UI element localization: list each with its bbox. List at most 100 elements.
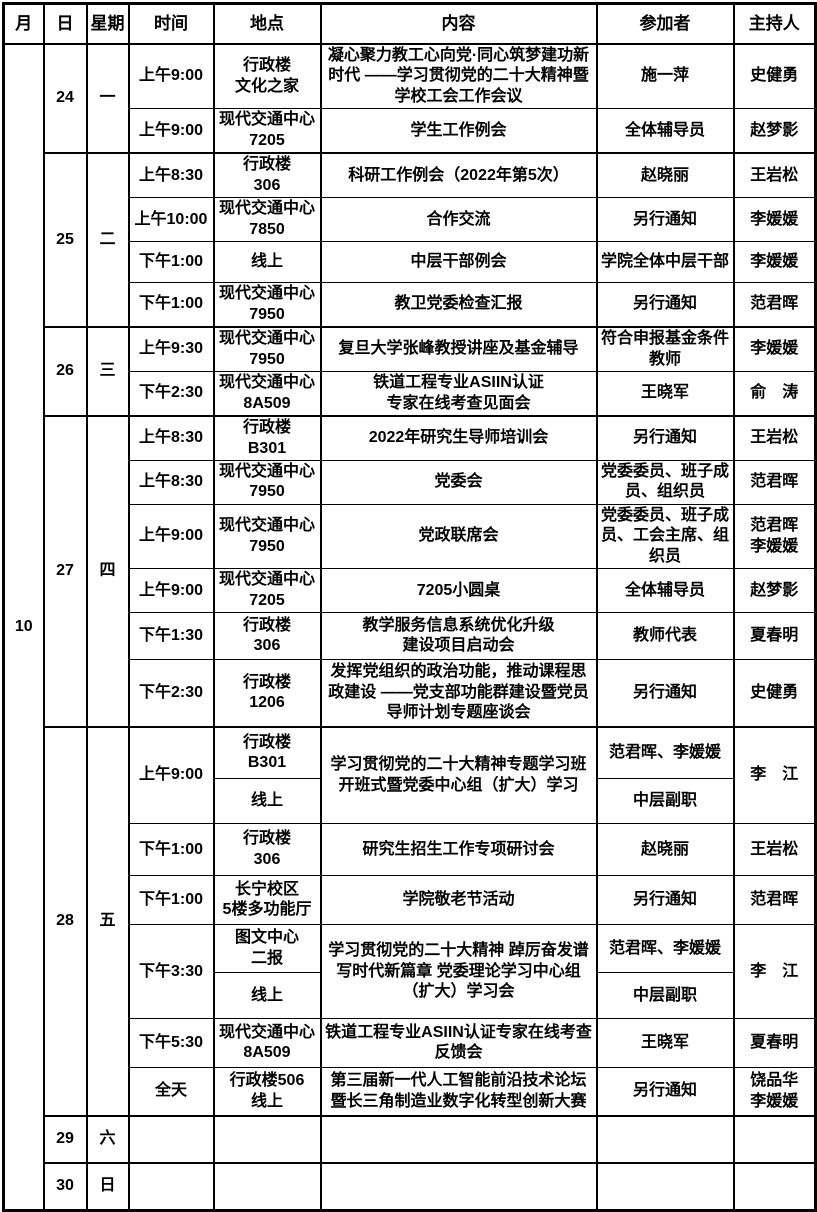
cell-content: 学习贯彻党的二十大精神专题学习班开班式暨党委中心组（扩大）学习 (319, 725, 598, 825)
cell-host: 王岩松 (732, 823, 817, 877)
schedule-row: 下午1:30 行政楼 306 教学服务信息系统优化升级 建设项目启动会 教师代表… (4, 612, 817, 661)
cell-day: 24 (42, 42, 88, 154)
cell-weekday: 五 (85, 725, 130, 1117)
cell-attendees: 范君晖、李媛媛 (595, 924, 735, 974)
cell-attendees: 另行通知 (595, 1067, 735, 1117)
cell-host: 李 江 (732, 725, 817, 825)
schedule-row: 10 24 一 上午9:00 行政楼 文化之家 凝心聚力教工心向党·同心筑梦建功… (2, 42, 817, 1212)
header-month: 月 (2, 2, 45, 45)
cell-host: 李 江 (732, 924, 817, 1020)
cell-attendees: 另行通知 (595, 282, 735, 328)
schedule-row: 下午2:30 现代交通中心 8A509 铁道工程专业ASIIN认证 专家在线考查… (4, 371, 817, 417)
cell-content: 中层干部例会 (319, 241, 598, 284)
cell-attendees: 施一萍 (595, 43, 735, 110)
cell-attendees: 中层副职 (595, 778, 735, 825)
schedule-row: 上午8:30 现代交通中心 7950 党委会 党委委员、班子成员、组织员 范君晖 (4, 459, 817, 505)
cell-day: 28 (42, 725, 88, 1117)
cell-place: 现代交通中心 7850 (212, 197, 322, 243)
cell-weekday: 三 (85, 326, 130, 417)
cell-attendees: 另行通知 (595, 659, 735, 728)
cell-empty (595, 1114, 735, 1164)
cell-weekday: 二 (85, 152, 130, 328)
cell-empty (127, 1161, 215, 1212)
cell-host: 饶品华 李媛媛 (732, 1067, 817, 1117)
cell-time: 下午1:00 (127, 241, 215, 284)
cell-place: 行政楼 B301 (212, 415, 322, 461)
cell-host: 赵梦影 (732, 108, 817, 154)
cell-time: 上午9:00 (127, 725, 215, 825)
cell-attendees: 另行通知 (595, 875, 735, 926)
cell-place: 现代交通中心 7205 (212, 568, 322, 614)
cell-place: 现代交通中心 7950 (212, 282, 322, 328)
cell-time: 下午2:30 (127, 659, 215, 728)
cell-time: 下午3:30 (127, 924, 215, 1020)
cell-host: 史健勇 (732, 43, 817, 110)
cell-place: 行政楼 306 (212, 823, 322, 877)
cell-attendees: 赵晓丽 (595, 152, 735, 199)
cell-content: 第三届新一代人工智能前沿技术论坛 暨长三角制造业数字化转型创新大赛 (319, 1067, 598, 1117)
cell-time: 下午1:00 (127, 875, 215, 926)
cell-time: 上午9:00 (127, 43, 215, 110)
cell-host: 范君晖 (732, 459, 817, 505)
cell-attendees: 王晓军 (595, 371, 735, 417)
cell-host: 范君晖 李媛媛 (732, 503, 817, 570)
cell-attendees: 全体辅导员 (595, 108, 735, 154)
cell-place: 行政楼 306 (212, 152, 322, 199)
cell-weekday: 一 (85, 42, 130, 154)
cell-host: 夏春明 (732, 612, 817, 661)
cell-place: 线上 (212, 778, 322, 825)
cell-attendees: 党委委员、班子成员、工会主席、组织员 (595, 503, 735, 570)
cell-host: 范君晖 (732, 875, 817, 926)
schedule-row: 下午1:00 线上 中层干部例会 学院全体中层干部 李媛媛 (4, 241, 817, 284)
schedule-row: 下午1:00 长宁校区 5楼多功能厅 学院敬老节活动 另行通知 范君晖 (4, 875, 817, 926)
cell-host: 李媛媛 (732, 241, 817, 284)
cell-host: 夏春明 (732, 1018, 817, 1069)
header-weekday: 星期 (85, 2, 130, 45)
cell-attendees: 另行通知 (595, 197, 735, 243)
cell-content: 学习贯彻党的二十大精神 踔厉奋发谱写时代新篇章 党委理论学习中心组（扩大）学习会 (319, 924, 598, 1020)
cell-attendees: 全体辅导员 (595, 568, 735, 614)
schedule-row: 下午5:30 现代交通中心 8A509 铁道工程专业ASIIN认证专家在线考查 … (4, 1018, 817, 1069)
cell-time: 上午8:30 (127, 415, 215, 461)
cell-place: 现代交通中心 7950 (212, 326, 322, 373)
cell-attendees: 中层副职 (595, 972, 735, 1020)
cell-empty (732, 1161, 817, 1212)
cell-host: 史健勇 (732, 659, 817, 728)
cell-host: 李媛媛 (732, 197, 817, 243)
schedule-row: 上午9:00 现代交通中心 7205 7205小圆桌 全体辅导员 赵梦影 (4, 568, 817, 614)
cell-time: 上午9:00 (127, 503, 215, 570)
schedule-row: 线上 中层副职 (4, 972, 816, 1020)
cell-month: 10 (2, 43, 45, 1212)
cell-host: 赵梦影 (732, 568, 817, 614)
cell-weekday: 六 (85, 1114, 130, 1164)
cell-time: 下午1:30 (127, 612, 215, 661)
cell-attendees: 赵晓丽 (595, 823, 735, 877)
cell-host: 王岩松 (732, 152, 817, 199)
cell-weekday: 日 (85, 1161, 130, 1212)
cell-empty (212, 1161, 322, 1212)
schedule-row: 上午10:00 现代交通中心 7850 合作交流 另行通知 李媛媛 (4, 197, 817, 243)
cell-content: 7205小圆桌 (319, 568, 598, 614)
schedule-row: 30 日 (4, 1161, 817, 1212)
header-row: 月 日 星期 时间 地点 内容 参加者 主持人 (2, 2, 817, 45)
schedule-row: 上午9:00 现代交通中心 7205 学生工作例会 全体辅导员 赵梦影 (4, 108, 817, 154)
cell-content: 学院敬老节活动 (319, 875, 598, 926)
cell-empty (732, 1114, 817, 1164)
cell-content: 凝心聚力教工心向党·同心筑梦建功新时代 ——学习贯彻党的二十大精神暨学校工会工作… (319, 43, 598, 110)
cell-attendees: 符合申报基金条件教师 (595, 326, 735, 373)
cell-place: 图文中心 二报 (212, 924, 322, 974)
cell-host: 范君晖 (732, 282, 817, 328)
cell-content: 铁道工程专业ASIIN认证 专家在线考查见面会 (319, 371, 598, 417)
cell-time: 下午1:00 (127, 823, 215, 877)
cell-day: 26 (42, 326, 88, 417)
cell-content: 研究生招生工作专项研讨会 (319, 823, 598, 877)
cell-place: 行政楼 1206 (212, 659, 322, 728)
cell-time: 上午8:30 (127, 459, 215, 505)
cell-day: 30 (42, 1161, 88, 1212)
header-host: 主持人 (732, 2, 817, 45)
schedule-row: 29 六 (4, 1114, 817, 1164)
cell-time: 下午1:00 (127, 282, 215, 328)
header-content: 内容 (319, 2, 598, 45)
cell-weekday: 四 (85, 415, 130, 728)
